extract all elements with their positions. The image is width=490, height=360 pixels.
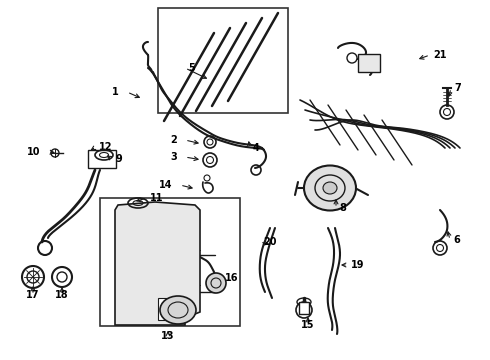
Text: 11: 11 — [150, 193, 164, 203]
Ellipse shape — [206, 273, 226, 293]
Bar — [358, 54, 380, 72]
Text: 2: 2 — [170, 135, 177, 145]
Text: 12: 12 — [99, 142, 113, 152]
Text: 1: 1 — [112, 87, 119, 97]
Text: 13: 13 — [161, 331, 175, 341]
Text: 14: 14 — [158, 180, 172, 190]
Text: 10: 10 — [26, 147, 40, 157]
Text: 18: 18 — [55, 290, 69, 300]
Text: 8: 8 — [339, 203, 346, 213]
Bar — [88, 150, 116, 168]
Bar — [158, 298, 178, 320]
Text: 15: 15 — [301, 320, 315, 330]
Bar — [158, 8, 288, 113]
Text: 20: 20 — [263, 237, 276, 247]
Ellipse shape — [160, 296, 196, 324]
Text: 6: 6 — [453, 235, 460, 245]
Bar — [299, 302, 309, 314]
Text: 4: 4 — [253, 143, 260, 153]
Ellipse shape — [304, 166, 356, 211]
Text: 21: 21 — [433, 50, 446, 60]
Text: 19: 19 — [351, 260, 365, 270]
Text: 3: 3 — [170, 152, 177, 162]
Text: 7: 7 — [454, 83, 461, 93]
Text: 9: 9 — [115, 154, 122, 164]
Text: 17: 17 — [26, 290, 40, 300]
Text: 16: 16 — [225, 273, 239, 283]
Ellipse shape — [323, 182, 337, 194]
Polygon shape — [115, 202, 200, 325]
Bar — [100, 198, 240, 326]
Text: 5: 5 — [188, 63, 195, 73]
